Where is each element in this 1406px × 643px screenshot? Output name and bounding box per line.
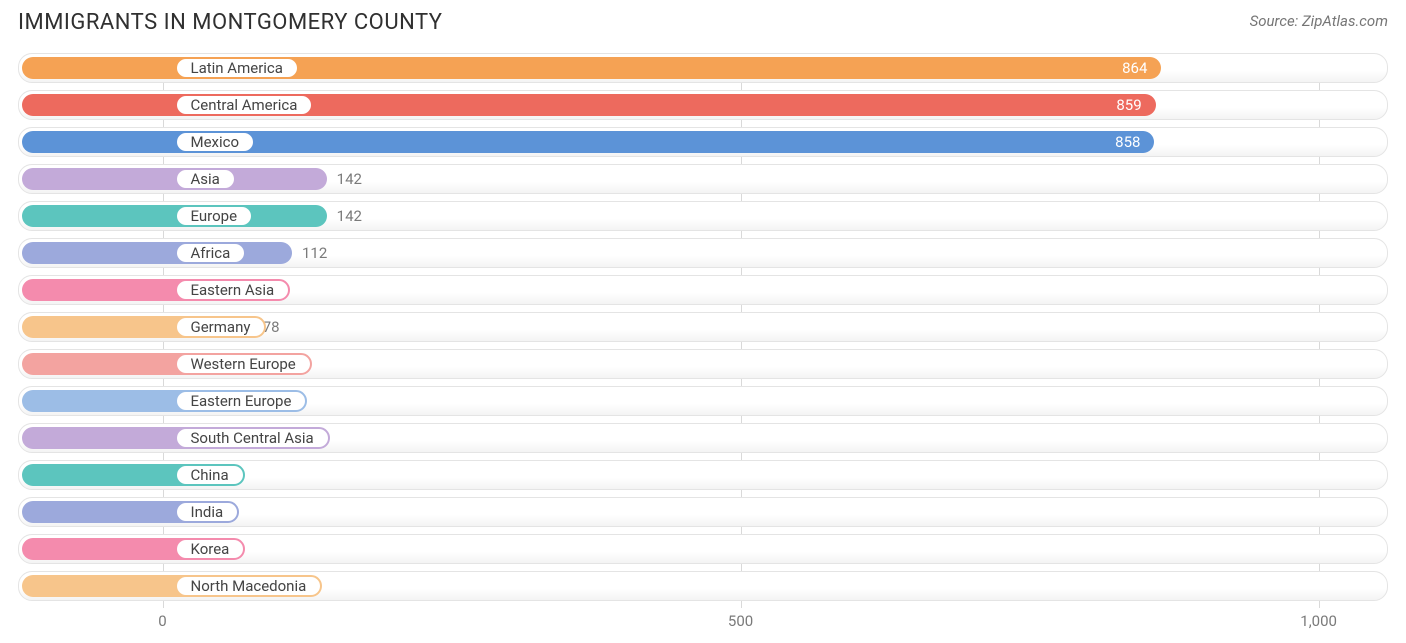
bar-label-pill: Eastern Europe xyxy=(175,390,308,412)
bar-row: 30North Macedonia xyxy=(18,571,1388,601)
bar-row: 78Germany xyxy=(18,312,1388,342)
bar-label-pill: Europe xyxy=(175,205,254,227)
bar-value-inside: 858 xyxy=(1115,127,1140,157)
x-tick: 500 xyxy=(728,612,753,630)
chart-title: IMMIGRANTS IN MONTGOMERY COUNTY xyxy=(18,10,442,35)
bar-label-pill: Mexico xyxy=(175,131,256,153)
bar-label-pill: South Central Asia xyxy=(175,427,330,449)
x-axis: 0 500 1,000 xyxy=(18,608,1388,632)
bar-value-inside: 859 xyxy=(1116,90,1141,120)
bar-value-outside: 142 xyxy=(337,201,362,231)
bar xyxy=(22,242,292,264)
bar-row: 858 Mexico xyxy=(18,127,1388,157)
bar-row: 31Korea xyxy=(18,534,1388,564)
bar-value-inside: 864 xyxy=(1122,53,1147,83)
x-tick: 1,000 xyxy=(1300,612,1337,630)
bar-row: 142 Asia xyxy=(18,164,1388,194)
bar-row: 864 Latin America xyxy=(18,53,1388,83)
source-attribution: Source: ZipAtlas.com xyxy=(1250,10,1388,30)
bar-row: 78Western Europe xyxy=(18,349,1388,379)
bar xyxy=(22,538,198,560)
bar-label-pill: India xyxy=(175,501,240,523)
bar-row: 80Eastern Asia xyxy=(18,275,1388,305)
bar-row: 142 Europe xyxy=(18,201,1388,231)
bar-row: 859 Central America xyxy=(18,90,1388,120)
bar-row: 37South Central Asia xyxy=(18,423,1388,453)
bar-row: 34India xyxy=(18,497,1388,527)
bar-label-pill: Asia xyxy=(175,168,236,190)
bar-label-pill: Western Europe xyxy=(175,353,312,375)
bar-row: 44Eastern Europe xyxy=(18,386,1388,416)
bar xyxy=(22,575,197,597)
bar-label-pill: China xyxy=(175,464,245,486)
bar-label-pill: Latin America xyxy=(175,57,299,79)
bar-label-pill: Korea xyxy=(175,538,246,560)
bar-label-pill: North Macedonia xyxy=(175,575,323,597)
bar-row: 35China xyxy=(18,460,1388,490)
bar-label-pill: Germany xyxy=(175,316,267,338)
bar-value-outside: 112 xyxy=(302,238,327,268)
bar-row: 112 Africa xyxy=(18,238,1388,268)
bar-value-outside: 142 xyxy=(337,164,362,194)
bar-label-pill: Central America xyxy=(175,94,314,116)
x-tick: 0 xyxy=(158,612,166,630)
bar-label-pill: Africa xyxy=(175,242,247,264)
bar-label-pill: Eastern Asia xyxy=(175,279,291,301)
bar-chart: 864 Latin America 859 Central America 858 Mex… xyxy=(18,53,1388,632)
